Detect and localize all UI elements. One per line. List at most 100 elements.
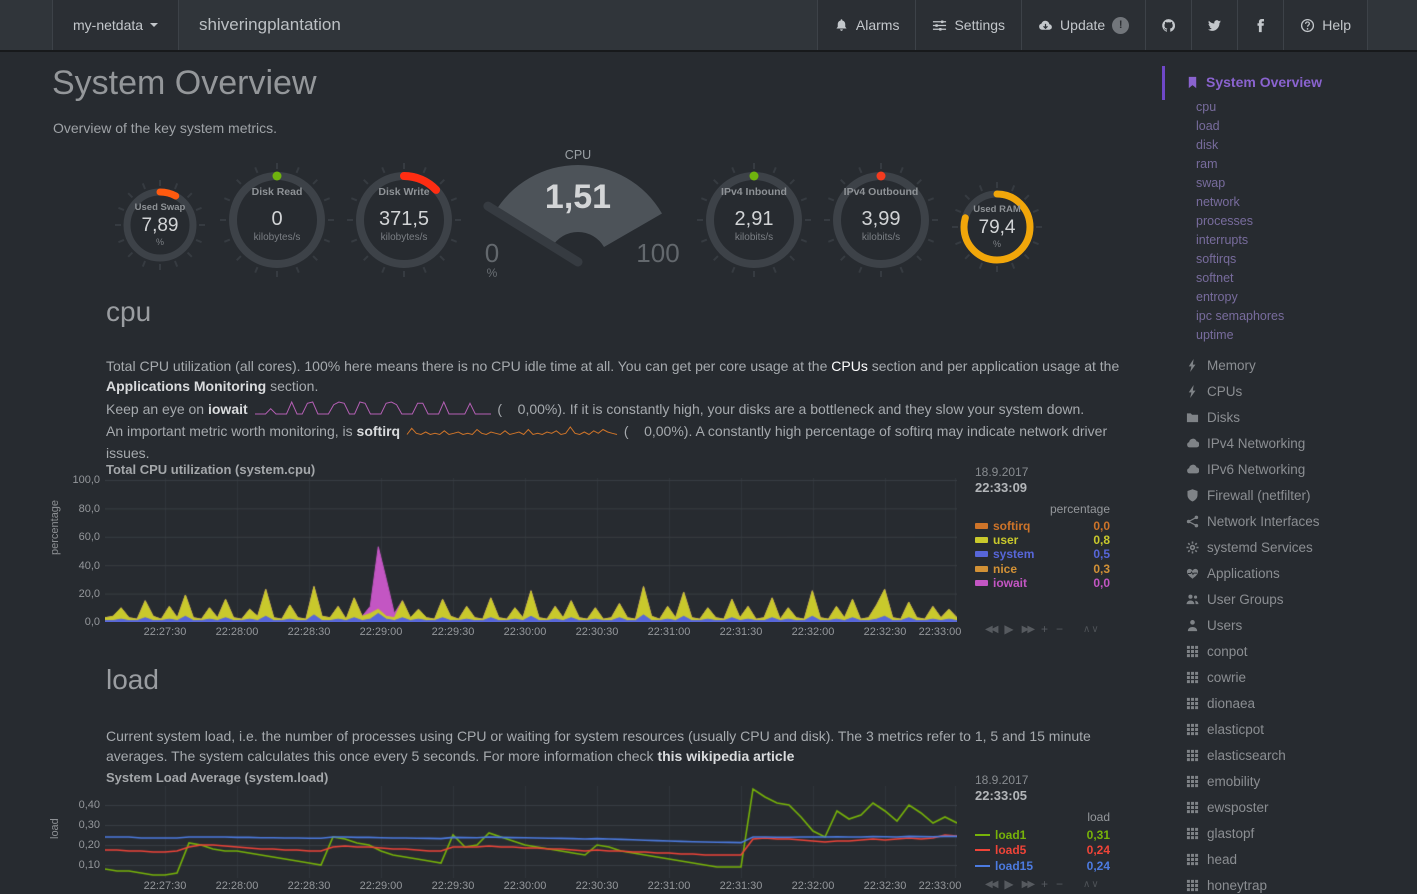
sidebar-subitem-disk[interactable]: disk (1196, 138, 1219, 152)
my-netdata-menu[interactable]: my-netdata (53, 0, 180, 50)
gauge-used-swap[interactable]: Used Swap 7,89% (105, 170, 215, 280)
sidebar-item-memory[interactable]: Memory (1186, 352, 1320, 378)
legend-date: 18.9.2017 (975, 465, 1029, 479)
sidebar-subitem-softnet[interactable]: softnet (1196, 271, 1234, 285)
toolbar-forward-icon[interactable]: ▶▶ (1021, 878, 1035, 890)
cpu-gauge-dial (483, 165, 662, 267)
settings-button[interactable]: Settings (915, 0, 1022, 50)
sidebar-item-user-groups[interactable]: User Groups (1186, 586, 1320, 612)
toolbar-play-icon[interactable]: ▶ (1004, 877, 1014, 891)
sidebar-item-cowrie[interactable]: cowrie (1186, 664, 1320, 690)
section-heading-load: load (106, 664, 159, 695)
hostname-brand[interactable]: shiveringplantation (199, 15, 341, 34)
legend-row-system[interactable]: system 0,5 (975, 547, 1110, 561)
load-chart-canvas[interactable] (105, 786, 957, 878)
sidebar-item-emobility[interactable]: emobility (1186, 768, 1320, 794)
sidebar-item-elasticpot[interactable]: elasticpot (1186, 716, 1320, 742)
sidebar-item-applications[interactable]: Applications (1186, 560, 1320, 586)
users-icon (1186, 594, 1199, 604)
sidebar-item-disks[interactable]: Disks (1186, 404, 1320, 430)
sidebar-subitem-ipc-semaphores[interactable]: ipc semaphores (1196, 309, 1285, 323)
grid-icon (1186, 697, 1199, 709)
legend-row-load1[interactable]: load1 0,31 (975, 827, 1110, 843)
sidebar-item-label: IPv6 Networking (1207, 461, 1306, 477)
applications-monitoring-link[interactable]: Applications Monitoring (106, 378, 267, 394)
help-button[interactable]: Help (1283, 0, 1367, 50)
sidebar-subitem-ram[interactable]: ram (1196, 157, 1218, 171)
facebook-button[interactable] (1237, 0, 1284, 50)
cpu-speedometer-gauge[interactable]: CPU 1,51 0 100 % (462, 142, 694, 294)
sidebar-item-ipv6-networking[interactable]: IPv6 Networking (1186, 456, 1320, 482)
cpu-chart-canvas[interactable] (105, 478, 957, 622)
cpus-link[interactable]: CPUs (831, 358, 868, 374)
toolbar-backward-icon[interactable]: ◀◀ (985, 878, 998, 890)
toolbar-zoom-out-icon[interactable]: − (1056, 622, 1064, 636)
grid-icon (1186, 645, 1199, 657)
sidebar-subitem-entropy[interactable]: entropy (1196, 290, 1238, 304)
toolbar-forward-icon[interactable]: ▶▶ (1021, 623, 1035, 635)
sidebar-item-label: User Groups (1207, 591, 1284, 607)
sidebar-item-glastopf[interactable]: glastopf (1186, 820, 1320, 846)
sidebar-item-system-overview[interactable]: System Overview (1186, 74, 1322, 90)
sidebar-subitem-swap[interactable]: swap (1196, 176, 1226, 190)
gauge-label: Used RAM (973, 204, 1021, 215)
legend-series-value: 0,8 (1093, 533, 1110, 548)
update-warning-badge: ! (1112, 16, 1130, 34)
sidebar-item-ipv4-networking[interactable]: IPv4 Networking (1186, 430, 1320, 456)
navbar-spacer (0, 0, 53, 50)
legend-row-nice[interactable]: nice 0,3 (975, 562, 1110, 576)
toolbar-resize-icon[interactable]: ∧∨ (1083, 623, 1100, 635)
gauge-dial (220, 163, 334, 277)
load-chart-legend: 18.9.2017 22:33:05 load load1 0,31 load5 0,… (975, 773, 1110, 874)
wikipedia-link[interactable]: this wikipedia article (657, 748, 795, 764)
sidebar-item-dionaea[interactable]: dionaea (1186, 690, 1320, 716)
sidebar-item-systemd-services[interactable]: systemd Services (1186, 534, 1320, 560)
shield-icon (1187, 488, 1198, 501)
sidebar-subitem-network[interactable]: network (1196, 195, 1240, 209)
sidebar-item-honeytrap[interactable]: honeytrap (1186, 872, 1320, 894)
legend-row-load15[interactable]: load15 0,24 (975, 858, 1110, 874)
sidebar-item-conpot[interactable]: conpot (1186, 638, 1320, 664)
sidebar-subitem-cpu[interactable]: cpu (1196, 100, 1217, 114)
twitter-button[interactable] (1191, 0, 1238, 50)
sidebar-item-label: IPv4 Networking (1207, 435, 1306, 451)
sidebar-subitem-uptime[interactable]: uptime (1196, 328, 1234, 342)
sidebar-item-network-interfaces[interactable]: Network Interfaces (1186, 508, 1320, 534)
legend-row-softirq[interactable]: softirq 0,0 (975, 519, 1110, 533)
alarms-button[interactable]: Alarms (816, 0, 916, 50)
sidebar-item-firewall-netfilter-[interactable]: Firewall (netfilter) (1186, 482, 1320, 508)
legend-row-load5[interactable]: load5 0,24 (975, 843, 1110, 859)
toolbar-zoom-in-icon[interactable]: + (1041, 622, 1049, 636)
sidebar-item-users[interactable]: Users (1186, 612, 1320, 638)
update-button[interactable]: Update ! (1021, 0, 1146, 50)
sidebar-subitem-load[interactable]: load (1196, 119, 1220, 133)
sidebar-item-head[interactable]: head (1186, 846, 1320, 872)
sidebar-subitem-softirqs[interactable]: softirqs (1196, 252, 1237, 266)
sidebar-item-cpus[interactable]: CPUs (1186, 378, 1320, 404)
sidebar-item-ewsposter[interactable]: ewsposter (1186, 794, 1320, 820)
github-button[interactable] (1145, 0, 1192, 50)
sidebar-item-label: Firewall (netfilter) (1207, 487, 1311, 503)
facebook-icon (1257, 18, 1265, 32)
bolt-icon (1188, 384, 1196, 398)
x-tick-label: 22:32:00 (791, 626, 835, 638)
gauge-disk-write[interactable]: Disk Write 371,5 kilobytes/s (339, 155, 469, 285)
gauge-ipv4-inbound[interactable]: IPv4 Inbound 2,91 kilobits/s (689, 155, 819, 285)
legend-series-value: 0,24 (1086, 858, 1110, 873)
cpu-gauge-min: 0 (484, 238, 500, 268)
legend-row-iowait[interactable]: iowait 0,0 (975, 576, 1110, 590)
sidebar-item-elasticsearch[interactable]: elasticsearch (1186, 742, 1320, 768)
toolbar-zoom-out-icon[interactable]: − (1056, 877, 1064, 891)
legend-row-user[interactable]: user 0,8 (975, 533, 1110, 547)
gauge-used-ram[interactable]: Used RAM 79,4% (942, 172, 1052, 282)
sidebar-subitem-interrupts[interactable]: interrupts (1196, 233, 1249, 247)
legend-color-chip (975, 849, 990, 852)
toolbar-resize-icon[interactable]: ∧∨ (1083, 878, 1100, 890)
toolbar-zoom-in-icon[interactable]: + (1041, 877, 1049, 891)
gauge-ipv4-outbound[interactable]: IPv4 Outbound 3,99 kilobits/s (816, 155, 946, 285)
toolbar-backward-icon[interactable]: ◀◀ (985, 623, 998, 635)
gauge-label: Disk Read (251, 186, 303, 198)
sidebar-subitem-processes[interactable]: processes (1196, 214, 1253, 228)
toolbar-play-icon[interactable]: ▶ (1004, 622, 1014, 636)
gauge-disk-read[interactable]: Disk Read 0 kilobytes/s (212, 155, 342, 285)
